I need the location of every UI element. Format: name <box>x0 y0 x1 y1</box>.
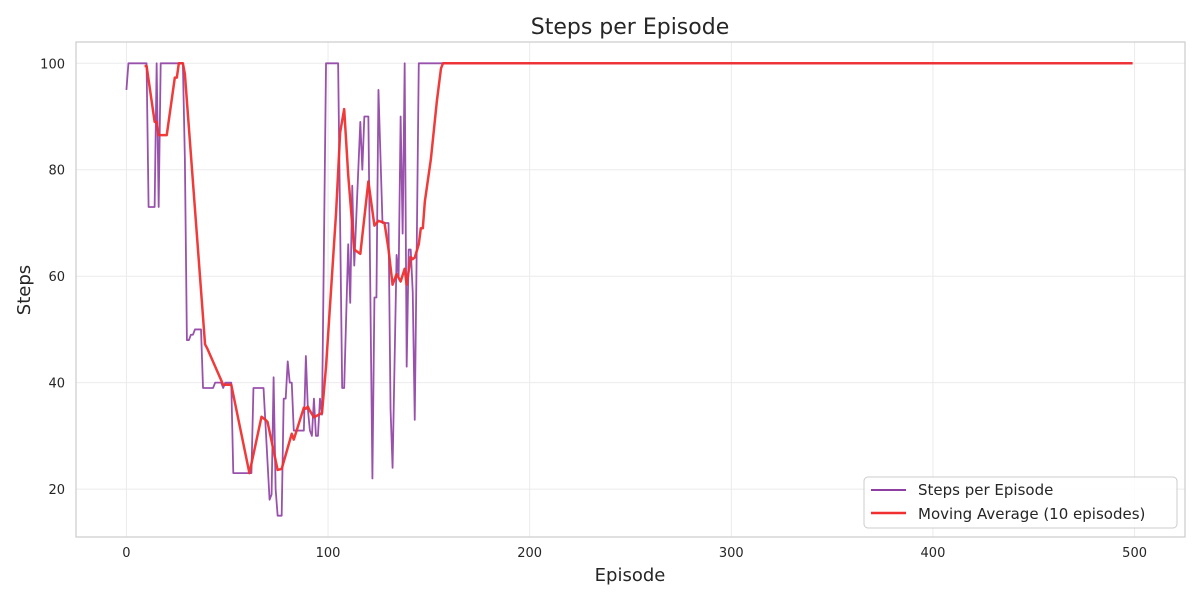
x-tick-label: 400 <box>921 546 946 561</box>
legend-box <box>863 476 1178 529</box>
legend: Steps per Episode Moving Average (10 epi… <box>863 476 1178 529</box>
moving-average-series-line <box>144 62 1133 475</box>
x-tick-label: 200 <box>517 546 542 561</box>
legend-label-steps: Steps per Episode <box>918 481 1053 499</box>
y-tick-label: 60 <box>48 270 65 285</box>
y-tick-label: 80 <box>48 164 65 179</box>
x-tick-label: 100 <box>316 546 341 561</box>
grid <box>76 42 1185 537</box>
y-axis-label: Steps <box>14 265 35 315</box>
series-layer <box>125 62 1133 517</box>
steps-series-line <box>125 62 1133 517</box>
x-tick-label: 500 <box>1122 546 1147 561</box>
tick-labels: 0 100 200 300 400 500 20 40 60 80 100 <box>40 57 1147 561</box>
x-tick-label: 0 <box>122 546 130 561</box>
legend-label-moving-average: Moving Average (10 episodes) <box>918 505 1145 523</box>
y-tick-label: 100 <box>40 57 65 72</box>
plot-frame <box>75 41 1186 538</box>
chart-title: Steps per Episode <box>531 15 729 40</box>
y-tick-label: 40 <box>48 377 65 392</box>
x-axis-label: Episode <box>595 565 666 586</box>
y-tick-label: 20 <box>48 483 65 498</box>
x-tick-label: 300 <box>719 546 744 561</box>
